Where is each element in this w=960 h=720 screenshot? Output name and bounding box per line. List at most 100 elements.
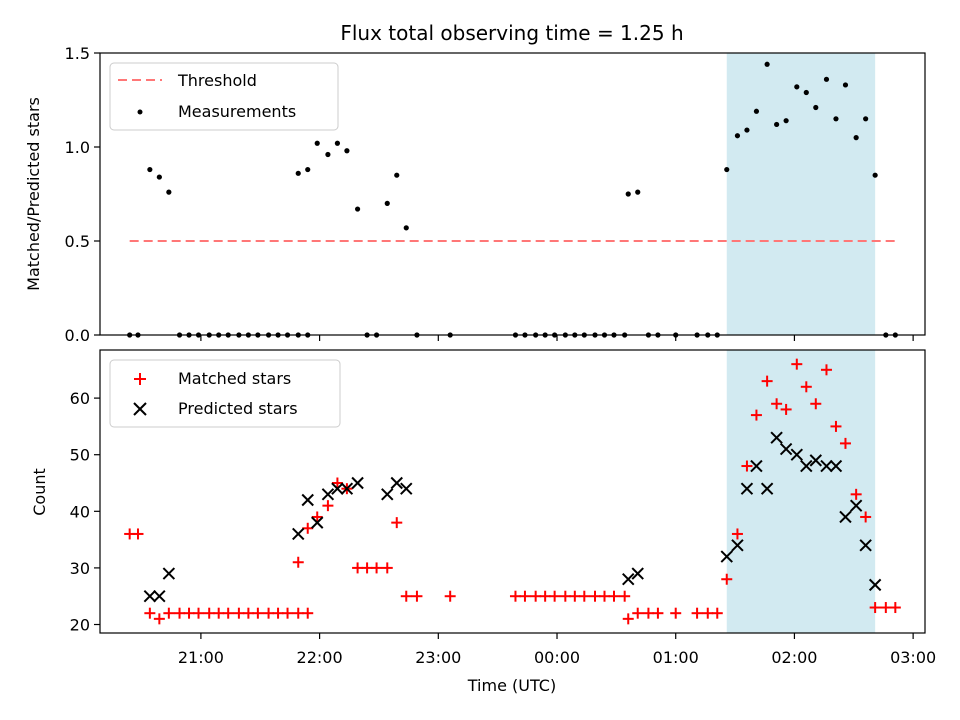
predicted-star-point (809, 454, 822, 467)
matched-star-point (632, 607, 644, 619)
matched-star-point (839, 437, 851, 449)
matched-star-point (183, 607, 195, 619)
measurement-point (147, 166, 153, 173)
matched-star-point (589, 590, 601, 602)
x-stroke (868, 578, 882, 592)
x-tick-label: 03:00 (890, 648, 936, 667)
x-stroke (779, 442, 793, 456)
measurement-point (842, 82, 849, 88)
predicted-star-point (351, 476, 364, 490)
y-axis-ticks: 0.0 0.5 1.0 1.5 (65, 44, 100, 345)
y-tick-label: 50 (70, 446, 90, 465)
x-stroke (800, 459, 813, 473)
predicted-star-point (321, 488, 335, 501)
matched-star-point (361, 562, 373, 574)
measurement-point (803, 89, 809, 96)
predicted-star-point (868, 578, 882, 592)
x-stroke (390, 476, 403, 490)
y-tick-label: 0.5 (65, 232, 90, 251)
matched-star-point (411, 590, 423, 602)
x-tick-label: 01:00 (653, 648, 699, 667)
measurement-point (635, 189, 641, 195)
predicted-star-point (311, 516, 324, 529)
predicted-star-point (390, 476, 403, 490)
measurement-point (872, 172, 878, 178)
measurement-point (823, 76, 830, 82)
matched-star-point (869, 602, 881, 614)
x-stroke (750, 459, 763, 473)
matched-star-point (820, 364, 832, 376)
matched-star-point (302, 607, 314, 619)
x-stroke (720, 550, 733, 563)
plot-marks (127, 61, 898, 338)
matched-star-point (322, 500, 334, 512)
y-tick-label: 60 (70, 389, 90, 408)
matched-star-point (263, 607, 275, 619)
x-tick-label: 22:00 (297, 648, 343, 667)
legend-x-icon (133, 402, 147, 416)
x-tick-label: 02:00 (771, 648, 817, 667)
predicted-star-point (760, 482, 774, 495)
matched-star-point (444, 590, 456, 602)
y-axis-label: Count (30, 468, 49, 516)
predicted-star-point (720, 550, 733, 563)
matched-star-point (311, 511, 323, 523)
matched-star-point (691, 607, 703, 619)
measurement-point (403, 225, 409, 231)
x-stroke (162, 567, 176, 580)
y-tick-label: 30 (70, 559, 90, 578)
matched-star-point (791, 358, 803, 370)
measurement-point (354, 206, 361, 212)
x-stroke (321, 488, 335, 501)
predicted-star-point (400, 482, 413, 495)
y-tick-label: 20 (70, 616, 90, 635)
matched-star-point (292, 556, 304, 568)
x-stroke (770, 431, 783, 444)
x-stroke (351, 476, 364, 490)
matched-star-point (233, 607, 245, 619)
matched-star-point (750, 409, 762, 421)
matched-star-point (702, 607, 714, 619)
measurement-point (325, 151, 331, 158)
measurement-point (753, 108, 760, 114)
measurement-point (166, 189, 172, 195)
matched-star-point (242, 607, 254, 619)
legend-label: Measurements (178, 102, 296, 121)
plot-frame (99, 52, 926, 336)
measurement-point (833, 116, 839, 122)
y-tick-label: 40 (70, 502, 90, 521)
matched-star-point (519, 590, 531, 602)
predicted-star-point (162, 567, 176, 580)
measurement-point (156, 174, 162, 180)
legend-box (109, 62, 339, 131)
matched-star-point (721, 573, 733, 585)
matched-star-point (400, 590, 412, 602)
matched-star-point (761, 375, 773, 387)
x-tick-label: 21:00 (178, 648, 224, 667)
x-stroke (622, 573, 635, 586)
legend-label: Threshold (177, 71, 257, 90)
matched-star-point (174, 607, 186, 619)
y-axis-ticks: 20 30 40 50 60 (70, 389, 100, 635)
matched-star-point (800, 381, 812, 393)
matched-star-point (539, 590, 551, 602)
ratio-panel: 0.0 0.5 1.0 1.5 Matched/Predicted stars Thr… (24, 44, 926, 345)
y-tick-label: 1.0 (65, 138, 90, 157)
legend-plus-icon (134, 373, 146, 385)
matched-star-point (391, 517, 403, 529)
matched-star-point (860, 511, 872, 523)
matched-star-point (622, 613, 634, 625)
matched-star-point (830, 420, 842, 432)
matched-star-point (371, 562, 383, 574)
matched-star-point (670, 607, 682, 619)
highlight-span (726, 350, 876, 633)
x-axis-ticks (200, 335, 914, 341)
matched-star-point (889, 602, 901, 614)
measurement-point (344, 148, 350, 154)
x-stroke (740, 482, 754, 495)
predicted-star-point (859, 539, 872, 552)
measurement-point (384, 200, 390, 206)
x-axis-ticks: 21:00 22:00 23:00 00:00 01:00 02:00 03:00 (178, 633, 936, 667)
matched-star-point (810, 398, 822, 410)
